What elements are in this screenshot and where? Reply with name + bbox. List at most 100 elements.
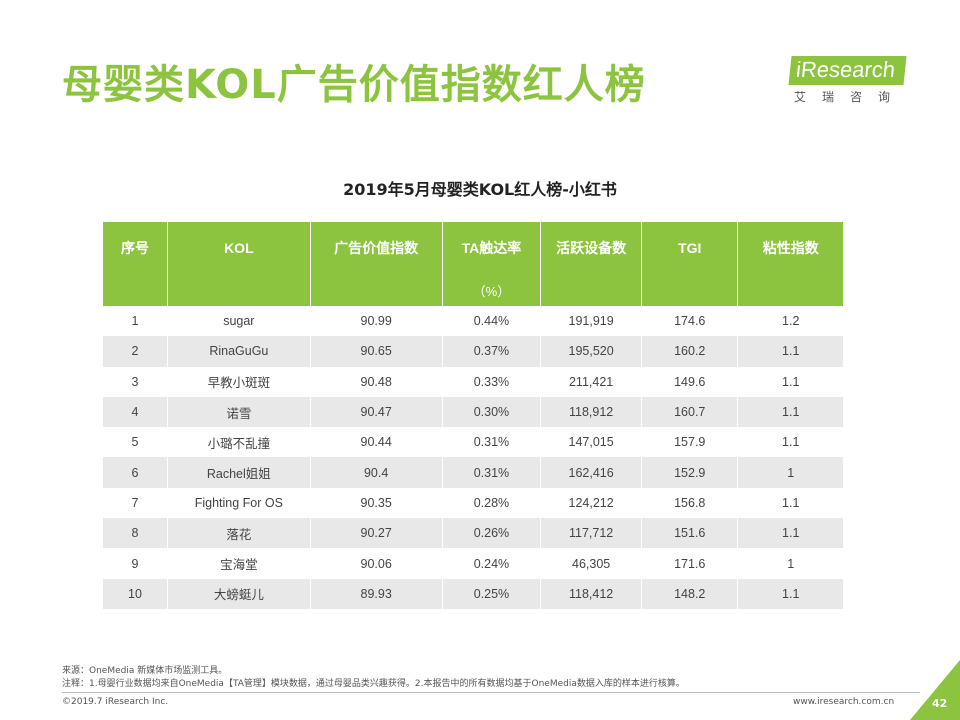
table-title: 2019年5月母婴类KOL红人榜-小红书 — [343, 180, 617, 199]
cell-tgi: 174.6 — [641, 306, 739, 337]
logo-wordmark: iResearch — [788, 56, 907, 85]
cell-rank: 7 — [103, 487, 169, 519]
cell-stickiness: 1.2 — [737, 306, 843, 337]
cell-ad-value: 90.44 — [310, 427, 443, 458]
table-row: 5 小璐不乱撞 90.44 0.31% 147,015 157.9 1.1 — [103, 427, 843, 458]
cell-rank: 1 — [103, 306, 169, 337]
cell-ad-value: 89.93 — [310, 578, 443, 609]
cell-kol-name: 小璐不乱撞 — [167, 427, 311, 458]
cell-ad-value: 90.27 — [310, 518, 443, 549]
cell-kol-name: Fighting For OS — [167, 487, 311, 519]
table-row: 1 sugar 90.99 0.44% 191,919 174.6 1.2 — [103, 306, 843, 337]
col-header-tgi: TGI — [641, 222, 739, 274]
cell-kol-name: RinaGuGu — [167, 336, 311, 367]
footer-divider — [62, 692, 920, 693]
col-header-stickiness: 粘性指数 — [737, 222, 843, 274]
copyright: ©2019.7 iResearch Inc. — [62, 697, 169, 707]
cell-rank: 4 — [103, 396, 169, 428]
table-header-row: 序号 KOL 广告价值指数 TA触达率 活跃设备数 TGI 粘性指数 — [103, 222, 843, 274]
cell-ad-value: 90.4 — [310, 457, 443, 488]
cell-ad-value: 90.48 — [310, 366, 443, 397]
cell-ta-reach: 0.44% — [442, 306, 542, 337]
cell-ta-reach: 0.30% — [442, 396, 542, 428]
cell-stickiness: 1.1 — [737, 366, 843, 397]
cell-active-devices: 191,919 — [540, 306, 643, 337]
page-number: 42 — [932, 697, 948, 710]
cell-active-devices: 117,712 — [540, 518, 643, 549]
website-link[interactable]: www.iresearch.com.cn — [793, 697, 895, 707]
table-unit-row: （%） — [103, 274, 843, 306]
cell-tgi: 152.9 — [641, 457, 739, 488]
table-row: 4 诺雪 90.47 0.30% 118,912 160.7 1.1 — [103, 396, 843, 428]
cell-rank: 6 — [103, 457, 169, 488]
cell-kol-name: Rachel姐姐 — [167, 457, 311, 488]
cell-ad-value: 90.06 — [310, 548, 443, 579]
cell-rank: 2 — [103, 336, 169, 367]
cell-ta-reach: 0.31% — [442, 457, 542, 488]
page-title: 母婴类KOL广告价值指数红人榜 — [62, 62, 646, 108]
cell-ta-reach: 0.24% — [442, 548, 542, 579]
cell-stickiness: 1.1 — [737, 396, 843, 428]
cell-stickiness: 1.1 — [737, 518, 843, 549]
cell-kol-name: 早教小斑斑 — [167, 366, 311, 397]
corner-decoration — [910, 660, 960, 720]
col-header-ad-value: 广告价值指数 — [310, 222, 443, 274]
cell-active-devices: 124,212 — [540, 487, 643, 519]
cell-ad-value: 90.47 — [310, 396, 443, 428]
cell-tgi: 148.2 — [641, 578, 739, 609]
cell-ta-reach: 0.26% — [442, 518, 542, 549]
cell-stickiness: 1.1 — [737, 578, 843, 609]
cell-active-devices: 162,416 — [540, 457, 643, 488]
cell-stickiness: 1.1 — [737, 487, 843, 519]
table-row: 9 宝海堂 90.06 0.24% 46,305 171.6 1 — [103, 548, 843, 579]
cell-stickiness: 1.1 — [737, 427, 843, 458]
cell-active-devices: 118,912 — [540, 396, 643, 428]
table-row: 6 Rachel姐姐 90.4 0.31% 162,416 152.9 1 — [103, 457, 843, 488]
unit-cell — [103, 274, 169, 306]
cell-tgi: 157.9 — [641, 427, 739, 458]
cell-rank: 3 — [103, 366, 169, 397]
cell-tgi: 156.8 — [641, 487, 739, 519]
cell-ad-value: 90.35 — [310, 487, 443, 519]
footnotes: 来源：OneMedia 新媒体市场监测工具。 注释：1.母婴行业数据均来自One… — [62, 665, 685, 691]
cell-tgi: 151.6 — [641, 518, 739, 549]
cell-ta-reach: 0.25% — [442, 578, 542, 609]
unit-cell — [540, 274, 643, 306]
col-header-active-devices: 活跃设备数 — [540, 222, 643, 274]
cell-stickiness: 1 — [737, 457, 843, 488]
col-header-rank: 序号 — [103, 222, 169, 274]
cell-rank: 5 — [103, 427, 169, 458]
cell-kol-name: 大螃蜓儿 — [167, 578, 311, 609]
col-header-ta-reach: TA触达率 — [442, 222, 542, 274]
cell-rank: 8 — [103, 518, 169, 549]
cell-active-devices: 147,015 — [540, 427, 643, 458]
unit-cell — [167, 274, 311, 306]
cell-ad-value: 90.65 — [310, 336, 443, 367]
source-note: 来源：OneMedia 新媒体市场监测工具。 — [62, 666, 228, 676]
cell-tgi: 149.6 — [641, 366, 739, 397]
cell-ta-reach: 0.33% — [442, 366, 542, 397]
table-row: 10 大螃蜓儿 89.93 0.25% 118,412 148.2 1.1 — [103, 578, 843, 609]
cell-tgi: 171.6 — [641, 548, 739, 579]
table-row: 3 早教小斑斑 90.48 0.33% 211,421 149.6 1.1 — [103, 366, 843, 397]
cell-kol-name: 宝海堂 — [167, 548, 311, 579]
cell-tgi: 160.7 — [641, 396, 739, 428]
table-row: 7 Fighting For OS 90.35 0.28% 124,212 156.8 1.… — [103, 487, 843, 519]
cell-active-devices: 118,412 — [540, 578, 643, 609]
table-row: 2 RinaGuGu 90.65 0.37% 195,520 160.2 1.1 — [103, 336, 843, 367]
cell-rank: 10 — [103, 578, 169, 609]
cell-kol-name: 诺雪 — [167, 396, 311, 428]
unit-cell-percent: （%） — [442, 274, 542, 306]
cell-ad-value: 90.99 — [310, 306, 443, 337]
iresearch-logo: iResearch 艾瑞咨询 — [788, 52, 920, 112]
cell-tgi: 160.2 — [641, 336, 739, 367]
cell-ta-reach: 0.28% — [442, 487, 542, 519]
unit-cell — [641, 274, 739, 306]
unit-cell — [310, 274, 443, 306]
cell-active-devices: 195,520 — [540, 336, 643, 367]
kol-ranking-table: 序号 KOL 广告价值指数 TA触达率 活跃设备数 TGI 粘性指数 （%） 1… — [103, 222, 843, 609]
cell-rank: 9 — [103, 548, 169, 579]
cell-ta-reach: 0.31% — [442, 427, 542, 458]
annotation-note: 注释：1.母婴行业数据均来自OneMedia【TA管理】模块数据，通过母婴品类兴… — [62, 679, 685, 689]
cell-active-devices: 211,421 — [540, 366, 643, 397]
